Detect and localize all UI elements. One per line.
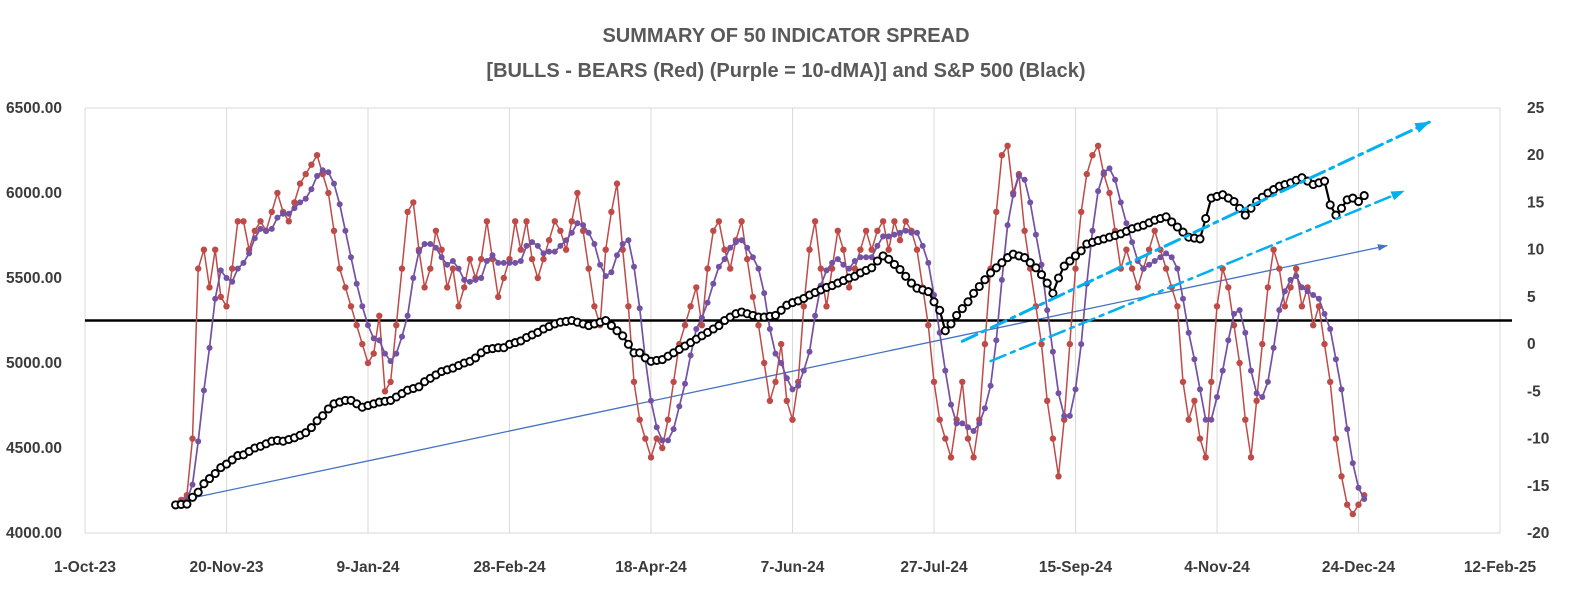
chart-title: SUMMARY OF 50 INDICATOR SPREAD: [602, 25, 969, 47]
svg-text:15: 15: [1527, 194, 1545, 211]
spread-series: [172, 142, 1368, 518]
sp500-trendline: [174, 244, 1388, 503]
chart-subtitle: [BULLS - BEARS (Red) (Purple = 10-dMA)] …: [486, 60, 1085, 82]
svg-text:27-Jul-24: 27-Jul-24: [900, 559, 968, 576]
sp500-series: [171, 173, 1369, 510]
svg-text:20: 20: [1527, 147, 1544, 164]
svg-text:-10: -10: [1527, 431, 1549, 448]
svg-text:-20: -20: [1527, 525, 1549, 542]
left-axis-labels: 6500.00 6000.00 5500.00 5000.00 4500.00 4000.…: [6, 100, 62, 542]
svg-text:7-Jun-24: 7-Jun-24: [761, 559, 825, 576]
svg-text:25: 25: [1527, 100, 1545, 117]
svg-text:0: 0: [1527, 336, 1536, 353]
svg-text:15-Sep-24: 15-Sep-24: [1039, 559, 1113, 576]
svg-text:4000.00: 4000.00: [6, 525, 62, 542]
svg-text:12-Feb-25: 12-Feb-25: [1464, 559, 1537, 576]
svg-text:5000.00: 5000.00: [6, 355, 62, 372]
svg-text:6000.00: 6000.00: [6, 185, 62, 202]
svg-text:1-Oct-23: 1-Oct-23: [54, 559, 116, 576]
right-axis-labels: 25 20 15 10 5 0 -5 -10 -15 -20: [1527, 100, 1550, 542]
svg-text:5500.00: 5500.00: [6, 270, 62, 287]
svg-text:18-Apr-24: 18-Apr-24: [615, 559, 687, 576]
spread_10dma-series: [172, 165, 1368, 508]
svg-text:6500.00: 6500.00: [6, 100, 62, 117]
upper-channel-arrow: [960, 120, 1431, 343]
svg-text:4500.00: 4500.00: [6, 440, 62, 457]
svg-text:4-Nov-24: 4-Nov-24: [1184, 559, 1250, 576]
svg-text:20-Nov-23: 20-Nov-23: [189, 559, 263, 576]
svg-text:9-Jan-24: 9-Jan-24: [337, 559, 400, 576]
lower-channel-arrow: [989, 189, 1406, 363]
svg-text:28-Feb-24: 28-Feb-24: [473, 559, 546, 576]
svg-text:10: 10: [1527, 242, 1544, 259]
svg-text:-15: -15: [1527, 478, 1550, 495]
x-axis-labels: 1-Oct-23 20-Nov-23 9-Jan-24 28-Feb-24 18-Apr…: [54, 559, 1537, 576]
svg-text:24-Dec-24: 24-Dec-24: [1322, 559, 1396, 576]
svg-text:-5: -5: [1527, 383, 1541, 400]
svg-text:5: 5: [1527, 289, 1536, 306]
